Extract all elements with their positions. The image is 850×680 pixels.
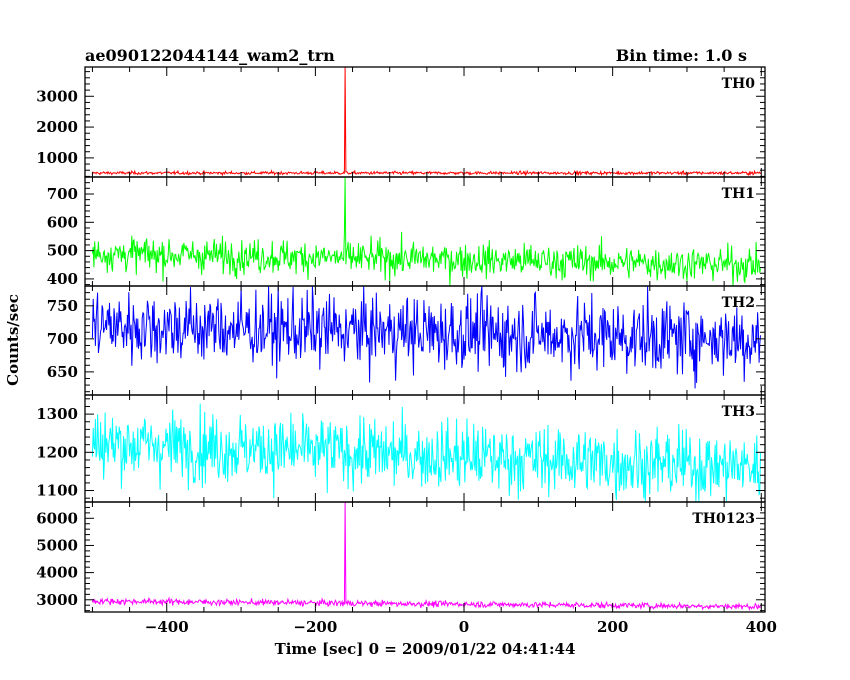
y-tick-label: 1200 (36, 443, 78, 461)
y-tick-label: 750 (47, 297, 78, 315)
y-tick-label: 6000 (36, 509, 78, 527)
panel-label-th3: TH3 (722, 404, 755, 420)
x-tick-label: 200 (597, 618, 628, 636)
y-tick-label: 5000 (36, 536, 78, 554)
x-tick-label: −200 (293, 618, 337, 636)
y-tick-label: 500 (47, 242, 78, 260)
panel-th3: 1100 1200 1300 TH3 (36, 394, 766, 503)
x-tick-labels: −400 −200 0 200 400 (145, 618, 777, 636)
panel-label-th0: TH0 (722, 76, 756, 92)
y-tick-label: 3000 (36, 87, 78, 105)
y-axis-label: Counts/sec (4, 294, 22, 386)
series-line-th2 (91, 285, 761, 389)
series-line-th3 (91, 403, 761, 503)
panel-th0: 1000 2000 3000 TH0 (36, 66, 766, 178)
panel-th2: 650 700 750 TH2 (47, 285, 766, 396)
panels-group: 1000 2000 3000 TH0 400 500 600 700 TH1 650 700 750 T… (36, 66, 766, 613)
y-tick-label: 700 (47, 330, 78, 348)
y-tick-label: 400 (47, 270, 78, 288)
panel-label-th2: TH2 (722, 295, 755, 311)
series-line-th1 (91, 176, 761, 287)
x-axis-label: Time [sec] 0 = 2009/01/22 04:41:44 (275, 640, 576, 658)
y-tick-label: 1100 (36, 482, 78, 500)
panel-frame (84, 66, 766, 178)
y-tick-label: 650 (47, 363, 78, 381)
panel-th0123: 3000 4000 5000 6000 TH0123 (36, 501, 766, 613)
panel-frame (84, 501, 766, 613)
panel-th1: 400 500 600 700 TH1 (47, 176, 766, 288)
y-tick-label: 1300 (36, 405, 78, 423)
y-tick-label: 1000 (36, 149, 78, 167)
x-tick-label: −400 (145, 618, 189, 636)
bin-time-label: Bin time: 1.0 s (616, 46, 747, 65)
y-tick-label: 4000 (36, 564, 78, 582)
series-line-th0 (92, 66, 761, 177)
x-tick-label: 400 (746, 618, 777, 636)
panel-label-th0123: TH0123 (692, 511, 755, 527)
x-tick-label: 0 (459, 618, 469, 636)
series-line-th0123 (91, 501, 761, 612)
y-tick-label: 3000 (36, 591, 78, 609)
y-tick-label: 700 (47, 185, 78, 203)
panel-label-th1: TH1 (722, 186, 755, 202)
y-tick-label: 2000 (36, 118, 78, 136)
chart-title: ae090122044144_wam2_trn (85, 46, 335, 65)
y-tick-label: 600 (47, 213, 78, 231)
